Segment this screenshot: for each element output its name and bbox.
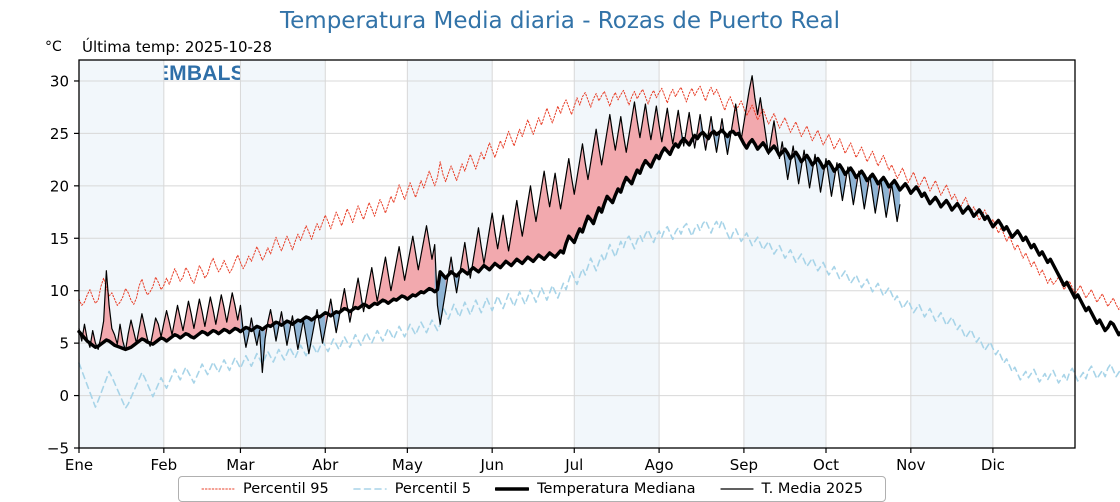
x-tick-label: Ago bbox=[645, 456, 674, 474]
tick-labels-layer: −5 0 5 10 15 20 25 30 Ene Feb Mar Abr May Jun Jul Ago Se… bbox=[47, 72, 1005, 474]
legend-item[interactable]: Temperatura Mediana bbox=[483, 477, 707, 501]
y-tick-label: −5 bbox=[47, 440, 69, 458]
x-tick-label: Sep bbox=[730, 456, 758, 474]
month-band bbox=[910, 60, 993, 448]
y-tick-label: 20 bbox=[50, 177, 69, 195]
y-tick-label: 0 bbox=[59, 387, 69, 405]
series-line-temperatura-mediana bbox=[77, 128, 1120, 352]
series-lines-layer bbox=[77, 75, 1120, 409]
anomaly-fill-below-median bbox=[836, 162, 848, 201]
legend-item-label: Percentil 95 bbox=[243, 481, 329, 497]
anomaly-fill-below-median bbox=[793, 145, 805, 184]
y-tick-label: 10 bbox=[50, 282, 69, 300]
legend-swatch-dotted bbox=[201, 488, 235, 490]
series-line-percentil-5 bbox=[78, 219, 1120, 409]
anomaly-fill-above-median bbox=[349, 278, 364, 323]
legend-item[interactable]: Percentil 95 bbox=[189, 477, 341, 501]
legend-item[interactable]: T. Media 2025 bbox=[708, 477, 875, 501]
last-temp-label: Última temp: 2025-10-28 bbox=[82, 38, 273, 56]
anomaly-fill-above-median bbox=[741, 75, 769, 155]
x-tick-label: Jul bbox=[564, 456, 583, 474]
anomaly-fill-above-median bbox=[98, 270, 126, 351]
y-tick-label: 5 bbox=[59, 335, 69, 353]
anomaly-fill-below-median bbox=[451, 257, 463, 293]
x-tick-label: Mar bbox=[226, 456, 255, 474]
x-tick-label: Ene bbox=[65, 456, 93, 474]
anomaly-fill-below-median bbox=[434, 244, 449, 325]
legend-item-label: Temperatura Mediana bbox=[537, 481, 696, 497]
anomaly-fill-below-median bbox=[826, 158, 837, 197]
x-tick-label: Feb bbox=[151, 456, 178, 474]
x-tick-label: Abr bbox=[312, 456, 339, 474]
legend-item[interactable]: Percentil 5 bbox=[341, 477, 483, 501]
plot-border bbox=[78, 59, 1076, 449]
y-tick-label: 25 bbox=[50, 125, 69, 143]
series-line-percentil-95 bbox=[78, 85, 1120, 311]
chart-legend: Percentil 95 Percentil 5 Temperatura Media… bbox=[178, 476, 886, 502]
x-tick-label: Jun bbox=[479, 456, 503, 474]
anomaly-fill-below-median bbox=[804, 150, 816, 188]
month-band bbox=[79, 60, 164, 448]
month-band-shading bbox=[79, 60, 993, 448]
month-band bbox=[240, 60, 326, 448]
legend-item-label: T. Media 2025 bbox=[761, 481, 863, 497]
anomaly-fill-above-median bbox=[470, 101, 684, 279]
anomaly-fill-above-median bbox=[150, 292, 244, 347]
anomaly-fill-above-median bbox=[338, 288, 350, 323]
x-tick-label: May bbox=[392, 456, 423, 474]
legend-swatch-solid bbox=[495, 487, 530, 491]
legend-item-label: Percentil 5 bbox=[394, 481, 472, 497]
legend-swatch-dashed bbox=[352, 488, 387, 490]
anomaly-fill-below-median bbox=[815, 154, 826, 193]
anomaly-fill-below-median bbox=[891, 180, 900, 222]
legend-swatch-solid bbox=[719, 488, 754, 490]
anomaly-fill-below-median bbox=[847, 166, 859, 205]
x-tick-label: Oct bbox=[813, 456, 839, 474]
axis-layer bbox=[74, 59, 1076, 453]
anomaly-fill-below-median bbox=[330, 299, 342, 333]
anomaly-fill-below-median bbox=[281, 311, 293, 346]
series-line-t-media-2025 bbox=[78, 75, 901, 374]
page-title: Temperatura Media diaria - Rozas de Puer… bbox=[280, 8, 840, 34]
y-tick-label: 15 bbox=[50, 230, 69, 248]
x-tick-label: Nov bbox=[896, 456, 925, 474]
anomaly-fill-above-median bbox=[363, 225, 438, 312]
y-axis-unit-label: °C bbox=[45, 39, 62, 55]
anomaly-fill-below-median bbox=[251, 317, 268, 373]
x-tick-label: Dic bbox=[981, 456, 1005, 474]
y-tick-label: 30 bbox=[50, 72, 69, 90]
